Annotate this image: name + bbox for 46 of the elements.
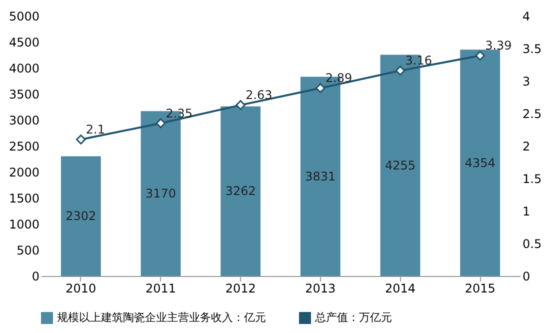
y2-tick-label: 1 — [522, 204, 530, 218]
point — [315, 83, 326, 94]
bar — [60, 156, 101, 276]
point — [475, 50, 486, 61]
data-label: 4354 — [464, 156, 496, 170]
y-tick-label: 2000 — [8, 166, 40, 180]
y2-tick-label: 2 — [522, 140, 530, 154]
point — [76, 134, 86, 144]
data-label: 2.1 — [86, 122, 106, 136]
y-tick-label: 3000 — [8, 114, 40, 128]
data-label: 4255 — [384, 158, 416, 172]
x-tick-label: 2013 — [305, 282, 336, 296]
bar — [220, 106, 261, 276]
y-tick-label: 4500 — [8, 36, 40, 50]
y2-tick-label: 2.5 — [522, 107, 542, 121]
data-label: 3170 — [145, 186, 176, 201]
y-tick-label: 1500 — [8, 192, 40, 206]
x-tick-label: 2015 — [464, 282, 496, 296]
x-tick-label: 2014 — [384, 282, 416, 296]
bar — [460, 50, 500, 276]
y2-tick-label: 0 — [522, 270, 530, 284]
y-tick-label: 3500 — [8, 88, 40, 102]
y-tick-label: 4000 — [8, 62, 40, 76]
x-tick-label: 2010 — [66, 282, 96, 296]
data-label: 3831 — [305, 169, 336, 184]
y2-tick-label: 1.5 — [522, 172, 542, 186]
legend-label: 总产值：万亿元 — [314, 311, 392, 324]
y-tick-label: 1000 — [8, 218, 40, 232]
data-label: 3262 — [225, 184, 256, 198]
y2-tick-label: 0.5 — [522, 237, 542, 251]
y-tick-label: 5000 — [8, 10, 40, 24]
data-label: 3.39 — [485, 38, 512, 53]
data-label: 2302 — [66, 209, 96, 224]
y-tick-label: 500 — [16, 244, 40, 258]
point — [156, 118, 166, 128]
y-tick-label: 0 — [32, 270, 40, 284]
y-tick-label: 2500 — [8, 140, 40, 154]
legend-label: 规模以上建筑陶瓷企业主营业务收入：亿元 — [57, 311, 266, 324]
x-tick-label: 2011 — [145, 282, 176, 296]
y2-tick-label: 3 — [522, 74, 530, 88]
y2-tick-label: 3.5 — [522, 42, 542, 56]
y2-tick-label: 4 — [522, 10, 530, 24]
x-tick-label: 2012 — [225, 282, 256, 296]
point — [236, 100, 246, 110]
data-label: 2.63 — [246, 88, 272, 102]
point — [395, 66, 406, 76]
